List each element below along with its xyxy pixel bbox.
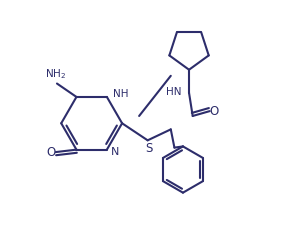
Text: O: O: [209, 105, 219, 118]
Text: NH$_2$: NH$_2$: [45, 67, 66, 81]
Text: O: O: [46, 146, 56, 159]
Text: HN: HN: [166, 87, 182, 97]
Text: N: N: [111, 147, 120, 157]
Text: NH: NH: [113, 89, 128, 100]
Text: S: S: [145, 142, 153, 155]
